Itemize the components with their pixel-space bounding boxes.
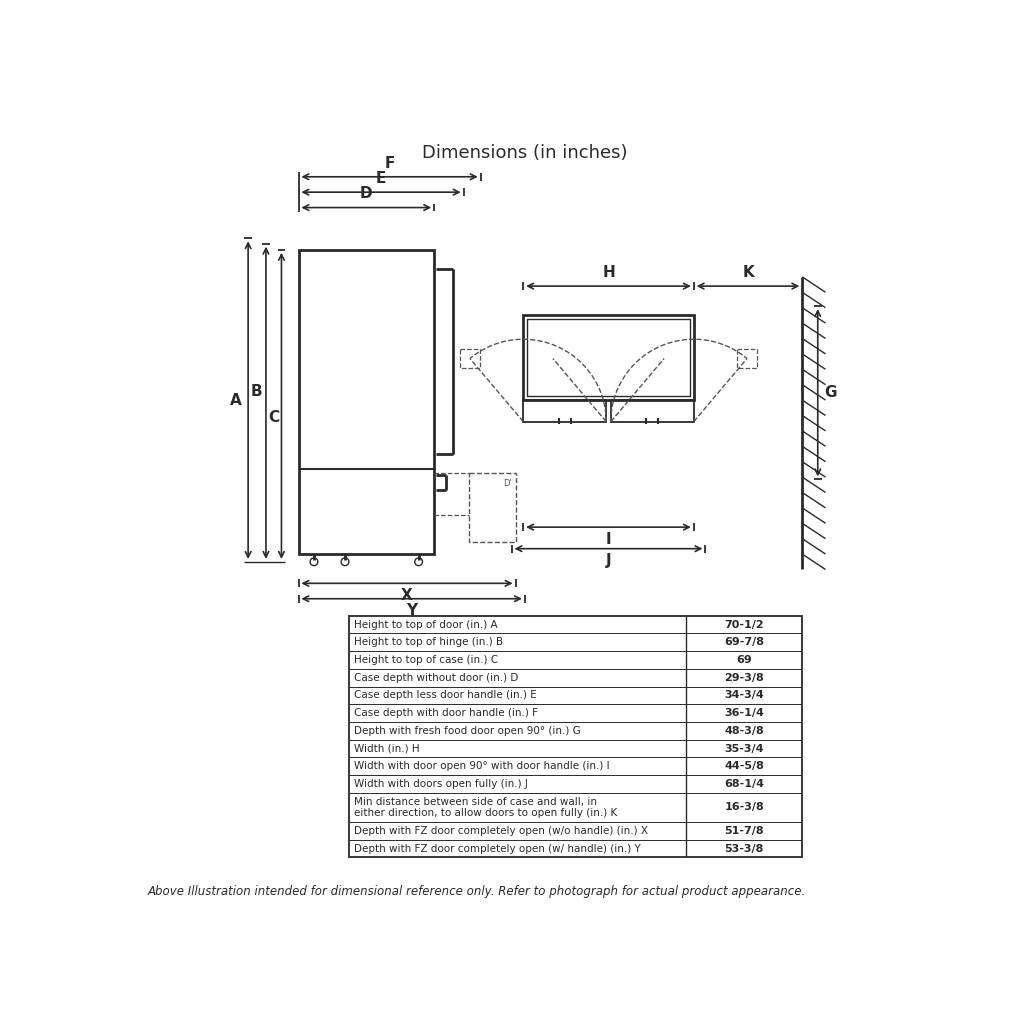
Text: 48-3/8: 48-3/8 (724, 726, 764, 736)
Text: Y: Y (407, 603, 417, 618)
Text: H: H (602, 265, 614, 280)
Text: Depth with FZ door completely open (w/ handle) (in.) Y: Depth with FZ door completely open (w/ h… (353, 844, 640, 854)
Text: J: J (605, 553, 611, 568)
Text: B: B (251, 384, 262, 398)
Bar (611, 400, 693, 422)
Text: 53-3/8: 53-3/8 (724, 844, 764, 854)
Text: 36-1/4: 36-1/4 (724, 708, 764, 718)
Text: Min distance between side of case and wall, in
either direction, to allow doors : Min distance between side of case and wa… (353, 797, 616, 818)
Text: Width with doors open fully (in.) J: Width with doors open fully (in.) J (353, 779, 527, 788)
Text: 69: 69 (736, 655, 752, 665)
Text: Height to top of door (in.) A: Height to top of door (in.) A (353, 620, 497, 630)
Text: Width with door open 90° with door handle (in.) I: Width with door open 90° with door handl… (353, 761, 609, 771)
Text: 29-3/8: 29-3/8 (724, 673, 764, 683)
Text: 69-7/8: 69-7/8 (724, 637, 764, 647)
Text: 70-1/2: 70-1/2 (724, 620, 764, 630)
Bar (299, 250, 434, 554)
Text: I: I (605, 531, 611, 547)
Text: D: D (360, 186, 373, 202)
Text: 35-3/4: 35-3/4 (724, 743, 764, 754)
Text: A: A (230, 392, 242, 408)
Text: Height to top of case (in.) C: Height to top of case (in.) C (353, 655, 498, 665)
Text: C: C (268, 410, 280, 425)
Text: G: G (824, 385, 837, 400)
Bar (527, 319, 690, 396)
Bar (469, 473, 515, 542)
Text: Dimensions (in inches): Dimensions (in inches) (422, 144, 628, 163)
Text: D': D' (503, 479, 512, 487)
Text: F: F (384, 156, 394, 171)
Bar (460, 349, 479, 369)
Text: K: K (742, 265, 754, 280)
Text: 44-5/8: 44-5/8 (724, 761, 764, 771)
Text: X: X (401, 588, 413, 603)
Text: Height to top of hinge (in.) B: Height to top of hinge (in.) B (353, 637, 503, 647)
Bar (523, 315, 693, 400)
Text: E: E (376, 171, 386, 186)
Text: Depth with fresh food door open 90° (in.) G: Depth with fresh food door open 90° (in.… (353, 726, 581, 736)
Text: Depth with FZ door completely open (w/o handle) (in.) X: Depth with FZ door completely open (w/o … (353, 826, 647, 836)
Bar (737, 349, 757, 369)
Text: 51-7/8: 51-7/8 (724, 826, 764, 836)
Text: Case depth with door handle (in.) F: Case depth with door handle (in.) F (353, 708, 538, 718)
Bar (349, 615, 802, 857)
Text: Width (in.) H: Width (in.) H (353, 743, 419, 754)
Text: 34-3/4: 34-3/4 (724, 690, 764, 700)
Text: Case depth without door (in.) D: Case depth without door (in.) D (353, 673, 518, 683)
Text: Case depth less door handle (in.) E: Case depth less door handle (in.) E (353, 690, 537, 700)
Text: 68-1/4: 68-1/4 (724, 779, 764, 788)
Text: 16-3/8: 16-3/8 (724, 803, 764, 812)
Bar (523, 400, 606, 422)
Text: Above Illustration intended for dimensional reference only. Refer to photograph : Above Illustration intended for dimensio… (147, 885, 806, 898)
